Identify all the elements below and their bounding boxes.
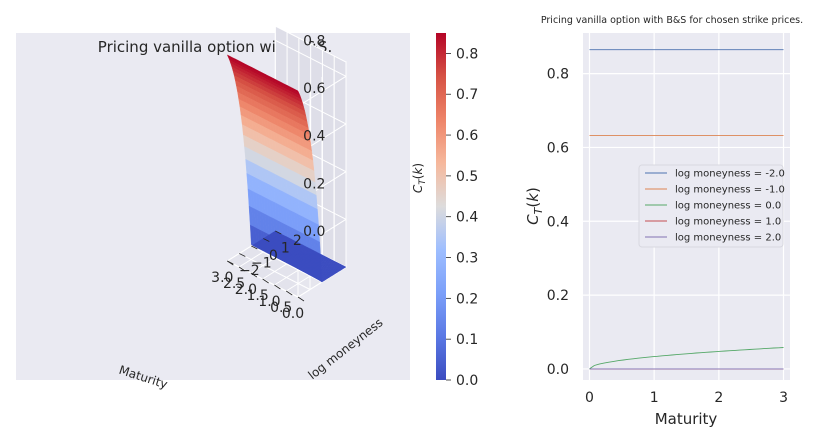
line-x-tick-label: 3 xyxy=(779,390,788,406)
surface-y-tick-label: 2 xyxy=(293,233,302,249)
line-y-label: CT(k) xyxy=(524,187,545,225)
line-x-ticks: 0 1 2 3 xyxy=(585,390,788,406)
surface-gridline xyxy=(275,39,347,77)
line-title: Pricing vanilla option with B&S for chos… xyxy=(541,15,803,26)
legend-entry-label: log moneyness = 2.0 xyxy=(675,233,781,244)
colorbar-tick-label: 0.4 xyxy=(456,210,478,226)
surface-x-tick-label: 1.0 xyxy=(258,294,280,310)
surface-gridline xyxy=(251,245,323,283)
surface-y-tick-mark xyxy=(275,230,282,235)
line-y-tick-label: 0.8 xyxy=(547,67,569,83)
colorbar-tick-label: 0.8 xyxy=(456,46,478,62)
surface-panel: Pricing vanilla option with B&S. 0.00.51… xyxy=(16,25,428,392)
line-x-tick-label: 0 xyxy=(585,390,594,406)
surface-y-tick-label: 0 xyxy=(269,248,278,264)
surface-y-tick-label: −1 xyxy=(251,256,272,272)
surface-x-tick-mark xyxy=(250,272,258,278)
colorbar: 0.0 0.1 0.2 0.3 0.4 0.5 0.6 0.7 0.8 xyxy=(436,33,478,389)
surface-y-tick-label: −2 xyxy=(239,263,260,279)
legend-entry-label: log moneyness = -1.0 xyxy=(675,185,785,196)
surface-x-tick-mark xyxy=(285,290,293,296)
surface-y-tick-label: 1 xyxy=(281,241,290,257)
surface-panel-background xyxy=(16,33,410,380)
surface-y-tick-mark xyxy=(227,260,234,265)
surface-title: Pricing vanilla option with B&S. xyxy=(98,38,332,56)
colorbar-tick-label: 0.5 xyxy=(456,169,478,185)
line-panel: Pricing vanilla option with B&S for chos… xyxy=(524,15,803,428)
surface-x-tick-label: 2.5 xyxy=(223,276,245,292)
surface-x-tick-label: 1.5 xyxy=(247,288,269,304)
line-series-2 xyxy=(589,347,784,370)
line-y-ticks: 0.0 0.2 0.4 0.6 0.8 xyxy=(547,67,569,378)
surface-x-tick-mark xyxy=(297,296,305,302)
surface-gridline xyxy=(239,253,311,290)
surface-x-tick-mark xyxy=(274,284,281,290)
surface-mesh xyxy=(226,54,347,283)
surface-gridline xyxy=(297,75,347,107)
colorbar-tick-label: 0.3 xyxy=(456,251,478,267)
surface-y-tick-mark xyxy=(239,253,246,257)
line-y-tick-label: 0.4 xyxy=(547,214,569,230)
surface-z-tick-label: 0.0 xyxy=(303,224,325,240)
line-y-tick-label: 0.2 xyxy=(547,288,569,304)
surface-y-tick-mark xyxy=(251,245,258,250)
surface-x-tick-label: 0.5 xyxy=(270,300,292,316)
surface-facet xyxy=(341,265,347,268)
surface-x-tick-label: 3.0 xyxy=(211,270,233,286)
surface-x-tick-label: 0.0 xyxy=(282,306,304,322)
colorbar-tick-label: 0.6 xyxy=(456,128,478,144)
colorbar-tick-label: 0.7 xyxy=(456,87,478,103)
line-series-group xyxy=(589,49,784,370)
colorbar-ticks: 0.0 0.1 0.2 0.3 0.4 0.5 0.6 0.7 0.8 xyxy=(446,46,478,389)
line-x-tick-label: 1 xyxy=(650,390,659,406)
surface-z-ticks: 0.0 0.2 0.4 0.6 0.8 xyxy=(303,33,325,240)
legend-entry-label: log moneyness = 1.0 xyxy=(675,217,781,228)
line-y-tick-label: 0.6 xyxy=(547,140,569,156)
line-x-label: Maturity xyxy=(655,410,718,428)
legend-entry-label: log moneyness = -2.0 xyxy=(675,169,785,180)
surface-y-tick-mark xyxy=(263,238,270,242)
line-y-tick-label: 0.0 xyxy=(547,362,569,378)
colorbar-gradient xyxy=(436,33,446,380)
colorbar-tick-label: 0.0 xyxy=(456,373,478,389)
surface-x-ticks: 0.00.51.01.52.02.53.0 xyxy=(211,260,305,322)
colorbar-tick-label: 0.2 xyxy=(456,291,478,307)
surface-z-label: CT(k) xyxy=(411,163,428,193)
legend-box xyxy=(638,164,784,248)
surface-x-tick-mark xyxy=(262,278,269,284)
line-x-tick-label: 2 xyxy=(714,390,723,406)
surface-x-tick-mark xyxy=(238,266,246,272)
surface-z-tick-label: 0.4 xyxy=(303,129,325,145)
line-legend: log moneyness = -2.0 log moneyness = -1.0… xyxy=(638,164,785,248)
surface-z-tick-label: 0.8 xyxy=(303,33,325,49)
surface-z-tick-label: 0.6 xyxy=(303,81,325,97)
colorbar-tick-label: 0.1 xyxy=(456,332,478,348)
legend-entry-label: log moneyness = 0.0 xyxy=(675,201,781,212)
surface-x-tick-label: 2.0 xyxy=(235,282,257,298)
surface-z-tick-label: 0.2 xyxy=(303,176,325,192)
surface-y-ticks: −2−10 1 2 xyxy=(227,230,302,279)
